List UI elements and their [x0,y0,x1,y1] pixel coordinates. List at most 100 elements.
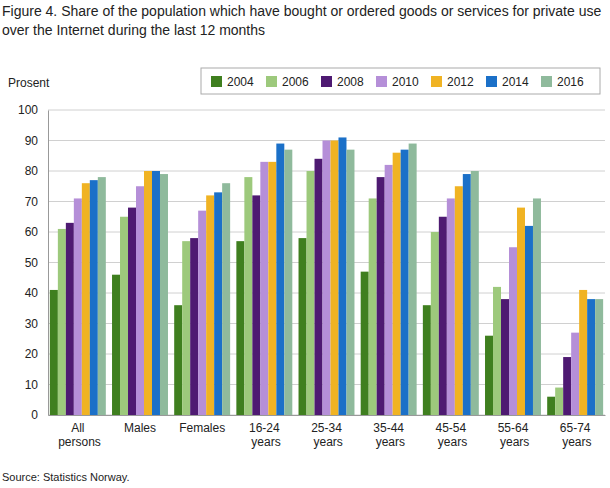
bar [244,177,252,415]
bar [595,299,603,415]
bar [299,238,307,415]
bar [276,144,284,415]
legend-label: 2010 [392,75,419,89]
legend-swatch [266,76,277,87]
bar [493,287,501,415]
chart: Figure 4. Share of the population which … [0,0,610,488]
tick: 50 [25,256,48,270]
legend-label: 2004 [227,75,254,89]
bar [284,150,292,415]
tick-label: 70 [25,195,39,209]
bar [160,174,168,415]
tick-label: 90 [25,134,39,148]
legend-swatch [541,76,552,87]
bar [439,217,447,415]
tick-label: 0 [31,408,38,422]
tick-label: 55-64 years [497,421,530,449]
bar [587,299,595,415]
tick-label: 100 [18,103,38,117]
bar [517,208,525,415]
bar [563,357,571,415]
legend-label: 2006 [282,75,309,89]
bar [431,232,439,415]
bar [236,241,244,415]
tick: 70 [25,195,48,209]
bar [198,211,206,415]
tick: 80 [25,164,48,178]
tick-label: Females [179,421,225,435]
bar [152,171,160,415]
tick-label: Males [124,421,156,435]
bar [361,272,369,415]
bar [144,171,152,415]
bar [555,388,563,415]
tick-label: 45-54 years [434,421,467,449]
series [74,141,579,416]
legend-swatch [431,76,442,87]
grid-line [48,110,605,111]
bar [98,177,106,415]
legend-swatch [376,76,387,87]
bar [174,305,182,415]
bar [346,150,354,415]
bar [455,186,463,415]
tick: 65-74 years [559,415,592,449]
tick-label: 25-34 years [310,421,343,449]
bar [330,141,338,416]
series [98,144,603,415]
x-axis: All persons Males Females 16-24 years 25-34 … [49,415,606,449]
tick: 100 [18,103,48,117]
legend-swatch [321,76,332,87]
tick: 40 [25,286,48,300]
legend-label: 2012 [447,75,474,89]
tick-label: All persons [55,421,101,449]
bar [307,171,315,415]
bar [190,238,198,415]
bar [323,141,331,416]
legend-swatch [486,76,497,87]
series [58,171,563,415]
bar [401,150,409,415]
bar [571,333,579,415]
legend-swatch [211,76,222,87]
legend: 2004200620082010201220142016 [201,68,600,94]
tick: 20 [25,347,48,361]
bar [136,186,144,415]
legend-label: 2016 [557,75,584,89]
tick-label: 20 [25,347,39,361]
bar [214,192,222,415]
bar [533,198,541,415]
y-axis-label: Prosent [8,76,50,90]
tick-label: 30 [25,317,39,331]
bar [252,195,260,415]
bar [268,162,276,415]
bar [58,229,66,415]
tick-label: 10 [25,378,39,392]
tick: 16-24 years [248,415,281,449]
tick-label: 35-44 years [372,421,405,449]
source: Source: Statistics Norway. [2,471,130,483]
bar [579,290,587,415]
bar [385,165,393,415]
tick: 55-64 years [497,415,530,449]
bar [120,217,128,415]
bar [409,144,417,415]
bar [423,305,431,415]
legend-box [201,68,600,94]
tick: 60 [25,225,48,239]
bar [525,226,533,415]
tick-label: 50 [25,256,39,270]
tick: 10 [25,378,48,392]
tick-label: 65-74 years [559,421,592,449]
bar [471,171,479,415]
bar [50,290,58,415]
y-axis: 0 10 20 30 40 50 60 70 80 90 100 [18,103,49,422]
bar [485,336,493,415]
bar [222,183,230,415]
tick-label: 16-24 years [248,421,281,449]
bar [206,195,214,415]
bar [501,299,509,415]
bar [338,137,346,415]
legend-label: 2014 [502,75,529,89]
bar [112,275,120,415]
